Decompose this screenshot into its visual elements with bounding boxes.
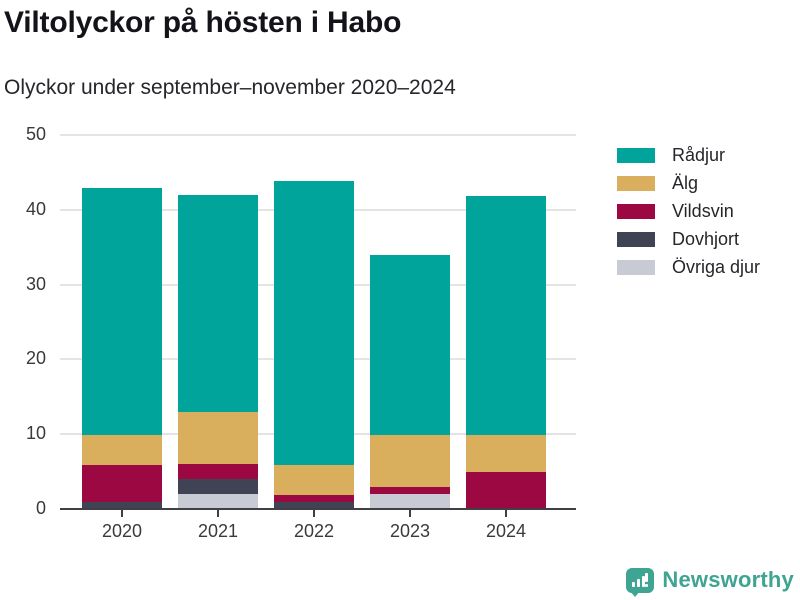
bar-segment-2021-Rådjur [178, 195, 258, 412]
bar-segment-2022-Älg [274, 465, 354, 495]
bar-segment-2023-Älg [370, 435, 450, 487]
bar-segment-2024-Vildsvin [466, 472, 546, 509]
y-tick-label-20: 20 [25, 348, 46, 369]
bar-segment-2023-Övriga djur [370, 494, 450, 509]
y-axis-labels: 0 10 20 30 40 50 [0, 125, 46, 517]
bar-segment-2021-Vildsvin [178, 464, 258, 479]
gridline-50 [60, 134, 576, 136]
x-tick-2024 [505, 510, 507, 517]
bar-segment-2023-Vildsvin [370, 487, 450, 494]
chart-subtitle: Olyckor under september–november 2020–20… [4, 76, 456, 99]
x-tick-label-2024: 2024 [485, 521, 527, 541]
logo-exclamation-line [645, 572, 649, 582]
legend-swatch-Övriga djur [617, 260, 655, 275]
x-tick-2022 [313, 510, 315, 517]
x-axis-line [60, 508, 576, 510]
plot-area [60, 134, 576, 509]
newsworthy-logo-icon [626, 567, 655, 597]
legend-item-Rådjur: Rådjur [617, 145, 760, 165]
bar-segment-2023-Rådjur [370, 255, 450, 435]
legend-item-Älg: Älg [617, 173, 760, 193]
logo-bar-3 [642, 575, 646, 587]
y-tick-label-30: 30 [25, 273, 46, 294]
bar-2024 [466, 196, 546, 509]
legend-label-Vildsvin: Vildsvin [672, 201, 734, 221]
bar-segment-2020-Vildsvin [82, 465, 162, 502]
legend-label-Dovhjort: Dovhjort [672, 229, 740, 249]
bar-2021 [178, 195, 258, 509]
x-tick-label-2022: 2022 [293, 521, 335, 541]
bar-2023 [370, 255, 450, 509]
bar-2020 [82, 188, 162, 509]
newsworthy-logo: Newsworthy [626, 567, 794, 597]
legend-swatch-Rådjur [617, 148, 655, 163]
legend-item-Övriga djur: Övriga djur [617, 257, 761, 277]
x-tick-2020 [121, 510, 123, 517]
bar-segment-2022-Rådjur [274, 181, 354, 465]
legend: Rådjur Älg Vildsvin Dovhjort Övriga djur [617, 145, 761, 288]
y-tick-label-10: 10 [25, 423, 46, 444]
x-tick-2023 [409, 510, 411, 517]
legend-label-Övriga djur: Övriga djur [672, 257, 761, 277]
bar-segment-2024-Rådjur [466, 196, 546, 435]
bar-segment-2022-Dovhjort [274, 502, 354, 509]
chart-title: Viltolyckor på hösten i Habo [4, 6, 402, 39]
legend-swatch-Älg [617, 176, 655, 191]
bar-segment-2022-Vildsvin [274, 495, 354, 502]
bar-segment-2024-Älg [466, 435, 546, 472]
legend-item-Dovhjort: Dovhjort [617, 229, 760, 249]
newsworthy-logo-text: Newsworthy [662, 567, 794, 592]
bar-segment-2021-Älg [178, 412, 258, 464]
logo-exclamation-dot [645, 583, 649, 587]
bar-segment-2021-Övriga djur [178, 494, 258, 509]
x-tick-label-2023: 2023 [389, 521, 431, 541]
legend-label-Rådjur: Rådjur [672, 145, 726, 165]
y-tick-label-40: 40 [25, 198, 46, 219]
legend-swatch-Dovhjort [617, 232, 655, 247]
bar-segment-2021-Dovhjort [178, 479, 258, 494]
y-tick-label-50: 50 [25, 124, 46, 144]
legend-swatch-Vildsvin [617, 204, 655, 219]
bar-2022 [274, 181, 354, 509]
x-tick-label-2021: 2021 [197, 521, 239, 541]
x-tick-2021 [217, 510, 219, 517]
speech-bubble-tail [630, 590, 641, 597]
y-tick-label-0: 0 [35, 498, 46, 518]
bar-segment-2020-Rådjur [82, 188, 162, 435]
bar-segment-2020-Älg [82, 435, 162, 465]
logo-bar-1 [632, 581, 636, 587]
bar-segment-2020-Dovhjort [82, 502, 162, 509]
logo-bar-2 [637, 578, 641, 587]
legend-label-Älg: Älg [672, 173, 699, 193]
legend-item-Vildsvin: Vildsvin [617, 201, 760, 221]
x-tick-label-2020: 2020 [101, 521, 143, 541]
